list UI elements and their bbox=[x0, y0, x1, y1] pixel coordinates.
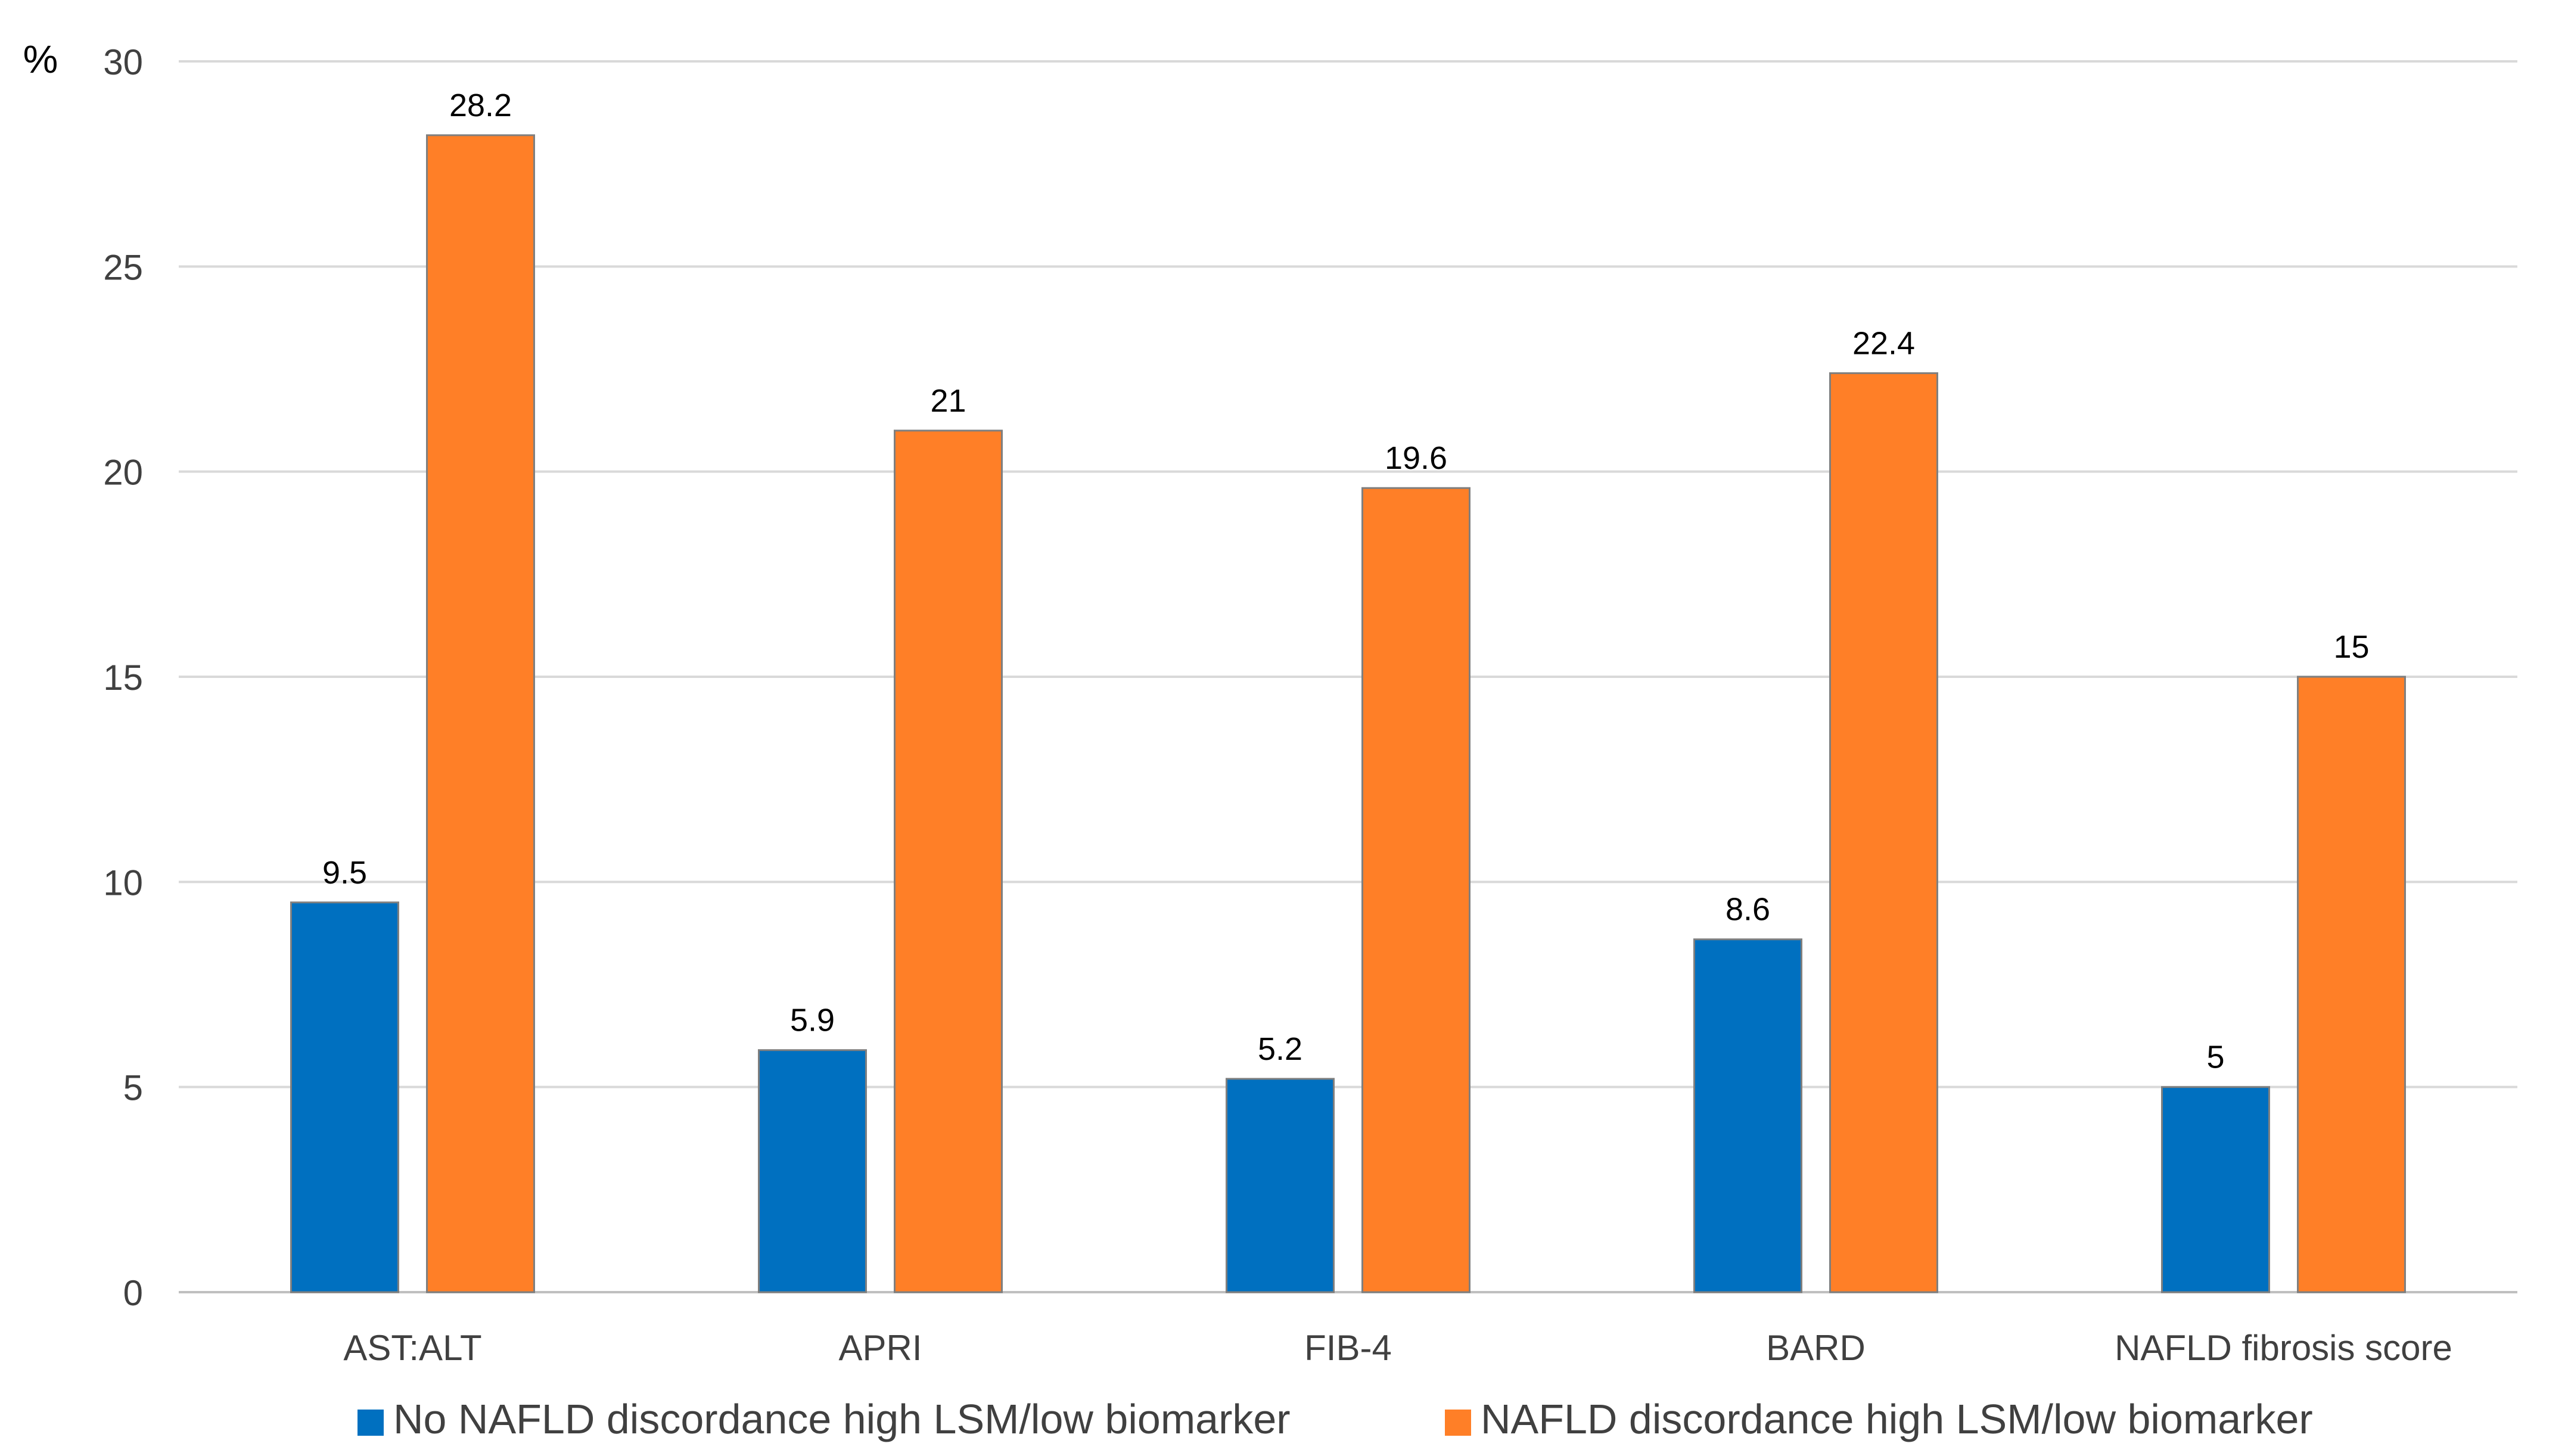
bar-nafld bbox=[1361, 487, 1470, 1293]
data-label: 19.6 bbox=[1385, 440, 1447, 476]
y-tick-label: 20 bbox=[103, 453, 143, 493]
bar-nafld bbox=[2297, 676, 2406, 1293]
bar-nafld bbox=[894, 430, 1003, 1293]
gridlines bbox=[179, 60, 2517, 1293]
data-labels: 9.5 28.2 5.9 21 5.2 19.6 8.6 22.4 5 15 bbox=[322, 88, 2370, 1075]
data-label: 28.2 bbox=[449, 88, 512, 123]
bar-nafld bbox=[1829, 372, 1938, 1293]
bar-no-nafld bbox=[2161, 1086, 2270, 1293]
data-label: 21 bbox=[930, 383, 966, 419]
bar-no-nafld bbox=[1693, 938, 1802, 1293]
x-tick-label: AST:ALT bbox=[343, 1328, 481, 1368]
data-label: 5.2 bbox=[1258, 1031, 1302, 1067]
data-label: 8.6 bbox=[1726, 892, 1770, 928]
data-label: 5.9 bbox=[790, 1003, 835, 1038]
data-label: 5 bbox=[2206, 1040, 2224, 1075]
bar-nafld bbox=[426, 134, 535, 1293]
y-tick-label: 0 bbox=[123, 1273, 143, 1313]
x-tick-label: APRI bbox=[838, 1328, 922, 1368]
legend-swatch-no-nafld bbox=[357, 1410, 384, 1436]
bars bbox=[290, 134, 2406, 1293]
data-label: 15 bbox=[2333, 629, 2369, 665]
x-tick-label: BARD bbox=[1766, 1328, 1866, 1368]
x-tick-label: NAFLD fibrosis score bbox=[2115, 1328, 2452, 1368]
legend: No NAFLD discordance high LSM/low biomar… bbox=[357, 1396, 2313, 1442]
x-tick-label: FIB-4 bbox=[1304, 1328, 1392, 1368]
bar-no-nafld bbox=[758, 1049, 867, 1293]
bar-no-nafld bbox=[290, 901, 399, 1293]
y-tick-label: 25 bbox=[103, 247, 143, 287]
y-tick-label: 5 bbox=[123, 1068, 143, 1108]
legend-label-nafld: NAFLD discordance high LSM/low biomarker bbox=[1481, 1396, 2313, 1442]
x-axis-ticks: AST:ALT APRI FIB-4 BARD NAFLD fibrosis score bbox=[343, 1328, 2452, 1368]
y-tick-label: 30 bbox=[103, 42, 143, 82]
legend-label-no-nafld: No NAFLD discordance high LSM/low biomar… bbox=[393, 1396, 1291, 1442]
y-tick-label: 15 bbox=[103, 658, 143, 698]
legend-swatch-nafld bbox=[1445, 1410, 1471, 1436]
y-axis-label: % bbox=[23, 37, 58, 81]
y-tick-label: 10 bbox=[103, 863, 143, 903]
data-label: 9.5 bbox=[322, 855, 367, 891]
data-label: 22.4 bbox=[1852, 325, 1915, 361]
bar-no-nafld bbox=[1226, 1078, 1335, 1293]
y-axis-ticks: 0 5 10 15 20 25 30 bbox=[103, 42, 143, 1313]
